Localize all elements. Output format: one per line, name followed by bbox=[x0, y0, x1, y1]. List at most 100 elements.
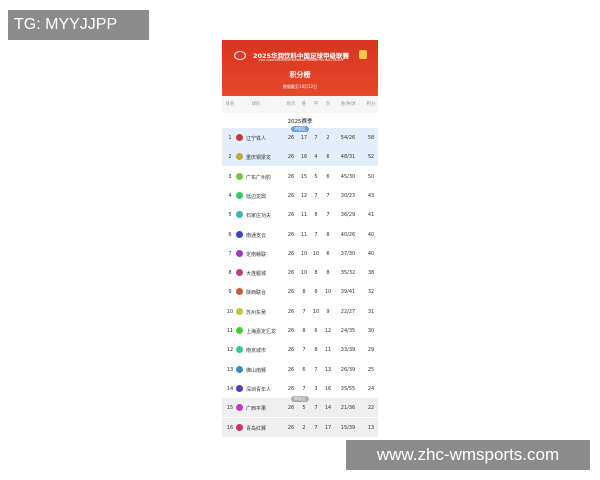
team-logo bbox=[236, 307, 243, 315]
table-cell: 40 bbox=[367, 231, 375, 238]
table-cell: 7 bbox=[314, 366, 318, 373]
team-logo bbox=[236, 191, 243, 199]
table-cell: 5 bbox=[314, 173, 318, 180]
season: 2025赛季 bbox=[287, 119, 313, 125]
table-cell: 8 bbox=[314, 289, 318, 296]
table-cell: 7 bbox=[302, 308, 306, 315]
column-header: 场次 bbox=[286, 102, 296, 107]
table-cell: 26 bbox=[287, 366, 295, 373]
table-cell: 26 bbox=[287, 328, 295, 334]
table-cell: 13 bbox=[324, 366, 332, 373]
table-cell: 7 bbox=[302, 385, 306, 392]
title: 2025华润饮料中国足球甲级联赛 bbox=[252, 52, 350, 60]
column-header: 胜 bbox=[301, 102, 307, 107]
team-logo bbox=[236, 288, 243, 296]
table-cell: 6 bbox=[326, 154, 330, 161]
team-logo bbox=[236, 153, 243, 161]
team-name: 石家庄功夫 bbox=[246, 213, 272, 220]
watermark: www.zhc-wmsports.com bbox=[346, 440, 590, 470]
table-cell: 10 bbox=[300, 270, 308, 277]
note: 数据截至10月12日 bbox=[282, 84, 318, 89]
table-cell: 13 bbox=[226, 366, 234, 373]
team-name: 青岛红狮 bbox=[246, 425, 267, 432]
column-header: 进/失球 bbox=[340, 102, 356, 107]
table-cell: 26/39 bbox=[340, 366, 356, 373]
table-cell: 2 bbox=[228, 154, 232, 161]
table-cell: 8 bbox=[314, 212, 318, 219]
table-cell: 5 bbox=[228, 212, 232, 219]
table-cell: 8 bbox=[326, 231, 330, 238]
team-name: 苏州东吴 bbox=[246, 309, 267, 316]
team-logo bbox=[236, 384, 243, 392]
table-cell: 11 bbox=[226, 328, 234, 334]
table-cell: 2 bbox=[326, 135, 330, 141]
table-cell: 25 bbox=[367, 366, 375, 373]
screenshot: 2025华润饮料中国足球甲级联赛 2025 CHINA RESOURCES BE… bbox=[222, 40, 378, 440]
row bbox=[222, 224, 378, 244]
header: 2025华润饮料中国足球甲级联赛 2025 CHINA RESOURCES BE… bbox=[222, 40, 378, 96]
table-cell: 13 bbox=[367, 424, 375, 431]
team-name: 大连鲲城 bbox=[246, 271, 267, 278]
team-logo bbox=[236, 134, 243, 141]
column-header: 负 bbox=[325, 102, 331, 107]
heading: 积分榜 bbox=[289, 71, 311, 79]
table-cell: 26 bbox=[287, 154, 295, 161]
subtitle: 2025 CHINA RESOURCES BEVERAGE CHINESE FO… bbox=[258, 59, 344, 62]
table-cell: 26 bbox=[287, 270, 295, 277]
table-cell: 10 bbox=[312, 250, 320, 257]
table-cell: 9 bbox=[228, 289, 232, 296]
row bbox=[222, 166, 378, 186]
table-cell: 4 bbox=[228, 192, 232, 199]
table-cell: 7 bbox=[326, 192, 330, 199]
column-header: 平 bbox=[313, 102, 319, 107]
team-name: 南通支云 bbox=[246, 232, 267, 239]
watermark: TG: MYYJJPP bbox=[8, 10, 149, 40]
table-cell: 6 bbox=[326, 250, 330, 257]
table-cell: 7 bbox=[228, 250, 232, 257]
table-cell: 26 bbox=[287, 405, 295, 412]
table-cell: 12 bbox=[300, 192, 308, 199]
table-cell: 10 bbox=[226, 308, 234, 315]
table-cell: 7 bbox=[302, 347, 306, 354]
table-cell: 35/55 bbox=[340, 385, 356, 392]
table-cell: 7 bbox=[314, 405, 318, 412]
table-cell: 8 bbox=[314, 270, 318, 277]
team-name: 广东广州豹 bbox=[246, 174, 272, 181]
table-cell: 29 bbox=[367, 347, 375, 354]
table-cell: 8 bbox=[228, 270, 232, 277]
row bbox=[222, 128, 378, 147]
table-cell: 26 bbox=[287, 347, 295, 354]
table-cell: 26 bbox=[287, 424, 295, 431]
table-cell: 6 bbox=[326, 173, 330, 180]
table-cell: 32 bbox=[367, 289, 375, 296]
table-cell: 24 bbox=[367, 385, 375, 392]
table-cell: 15 bbox=[226, 405, 234, 412]
table-cell: 8 bbox=[302, 289, 306, 296]
table-cell: 43 bbox=[367, 192, 375, 199]
table-cell: 15 bbox=[300, 173, 308, 180]
table-cell: 26 bbox=[287, 231, 295, 238]
team-name: 重庆铜梁龙 bbox=[246, 155, 272, 162]
team-name: 深圳青年人 bbox=[246, 386, 272, 393]
table-cell: 26 bbox=[287, 385, 295, 392]
team-logo bbox=[236, 211, 243, 219]
table-cell: 31 bbox=[367, 308, 375, 315]
row bbox=[222, 185, 378, 205]
table-cell: 8 bbox=[314, 347, 318, 354]
row bbox=[222, 282, 378, 302]
table-cell: 10 bbox=[324, 289, 332, 296]
table-cell: 16 bbox=[324, 385, 332, 392]
table-cell: 40/26 bbox=[340, 231, 356, 238]
table-cell: 26 bbox=[287, 135, 295, 141]
team-name: 延边龙鼎 bbox=[246, 193, 267, 200]
team-logo bbox=[236, 423, 243, 431]
zone-badge: 冲超区 bbox=[291, 126, 309, 132]
table-cell: 22 bbox=[367, 405, 375, 412]
table-cell: 26 bbox=[287, 308, 295, 315]
table: 排名 球队 场次胜平负进/失球 积分 2025赛季 1 辽宁铁人 26 17 7 2 54/26 58 2… bbox=[222, 40, 378, 440]
team-logo bbox=[236, 365, 243, 373]
row bbox=[222, 359, 378, 379]
row bbox=[222, 321, 378, 340]
row bbox=[222, 301, 378, 321]
table-cell: 7 bbox=[314, 192, 318, 199]
